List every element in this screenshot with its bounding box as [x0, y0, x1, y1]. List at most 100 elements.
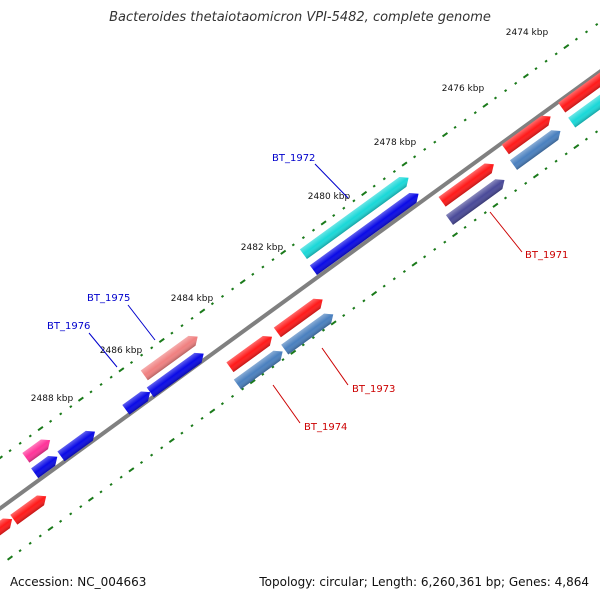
tick-dot	[492, 202, 499, 208]
gene-label: BT_1976	[47, 321, 90, 332]
leader-line	[127, 304, 156, 341]
leader-line	[272, 384, 301, 424]
tick-dot	[87, 496, 94, 502]
tick-dot	[382, 177, 386, 181]
tick-dot	[554, 52, 558, 56]
tick-dot	[199, 308, 206, 314]
tick-dot	[311, 336, 315, 340]
tick-dot	[332, 213, 336, 218]
gene-arrow	[233, 350, 283, 390]
tick-dot	[158, 337, 165, 343]
tick-dot	[180, 324, 184, 328]
tick-dot	[463, 225, 467, 229]
tick-dot	[594, 130, 599, 134]
tick-dot	[584, 30, 589, 34]
tick-dot	[532, 173, 539, 179]
tick-dot	[230, 394, 235, 398]
tick-dot	[423, 147, 427, 151]
gene-arrow	[10, 495, 47, 525]
tick-dot	[574, 37, 578, 41]
tick-dot	[239, 279, 246, 285]
tick-dot	[352, 199, 356, 203]
tick-dot	[59, 519, 63, 523]
tick-dot	[473, 218, 477, 222]
gene-arrow	[0, 518, 13, 542]
tick-dots-outer	[0, 22, 599, 461]
tick-dot	[128, 467, 135, 473]
genome-summary-text: Topology: circular; Length: 6,260,361 bp…	[259, 575, 589, 589]
label-leader-lines	[88, 163, 523, 424]
tick-dot	[371, 290, 378, 297]
gene-label: BT_1975	[87, 293, 130, 304]
tick-dot	[37, 426, 44, 432]
gene-arrow	[445, 179, 505, 225]
tick-dot	[47, 526, 54, 532]
tick-dot	[392, 277, 396, 281]
gene-labels: BT_1972 BT_1975 BT_1976 BT_1971 BT_1973 BT_19…	[47, 153, 568, 433]
tick-dot	[503, 196, 508, 200]
gene-arrow	[438, 163, 494, 207]
genome-backbone	[0, 69, 600, 511]
tick-dot	[89, 390, 93, 394]
kbp-tick-label: 2484 kbp	[171, 294, 214, 304]
leader-line	[88, 332, 118, 368]
gene-label: BT_1972	[272, 153, 315, 164]
tick-dot	[433, 247, 437, 251]
tick-dot	[0, 455, 4, 461]
tick-dot	[271, 365, 275, 369]
gene-arrow	[273, 298, 323, 338]
tick-dot	[210, 302, 214, 306]
gene-arrow	[226, 335, 273, 373]
tick-dot	[382, 284, 386, 288]
tick-dot	[209, 408, 216, 414]
tick-dot	[220, 294, 225, 298]
tick-dot	[483, 211, 487, 215]
gene-arrow	[510, 130, 561, 170]
kbp-tick-label: 2476 kbp	[442, 84, 485, 94]
tick-dot	[220, 402, 224, 406]
tick-dot	[504, 89, 508, 93]
tick-dot	[99, 382, 103, 387]
tick-dot	[411, 261, 418, 267]
tick-dot	[170, 331, 174, 335]
tick-dot	[595, 22, 599, 27]
gene-label: BT_1973	[352, 384, 395, 395]
tick-dot	[453, 125, 457, 129]
tick-dot	[77, 396, 84, 402]
accession-text: Accession: NC_004663	[10, 575, 147, 589]
tick-dot	[473, 111, 477, 115]
gene-arrow	[568, 86, 600, 128]
gene-arrow	[146, 352, 204, 398]
gene-arrow	[122, 391, 151, 415]
tick-dot	[150, 346, 154, 350]
gene-label: BT_1974	[304, 422, 347, 433]
tick-dot	[522, 73, 529, 79]
kbp-tick-label: 2482 kbp	[241, 243, 284, 253]
tick-dot	[251, 272, 255, 276]
tick-dot	[140, 353, 144, 357]
kbp-tick-label: 2488 kbp	[31, 394, 74, 404]
tick-dot	[109, 482, 113, 487]
tick-dot	[190, 316, 194, 320]
tick-dot	[109, 375, 113, 379]
tick-dot	[352, 306, 356, 310]
tick-dot	[69, 405, 73, 409]
tick-dot	[231, 287, 235, 291]
tick-dot	[514, 189, 518, 193]
gene-arrow	[22, 439, 51, 463]
tick-dot	[413, 155, 417, 159]
tick-dot	[482, 102, 489, 108]
tick-dot	[402, 269, 406, 274]
kbp-tick-labels: 2474 kbp 2476 kbp 2478 kbp 2480 kbp 2482 kbp…	[31, 28, 549, 404]
tick-dot	[18, 441, 22, 445]
tick-dot	[573, 144, 580, 150]
gene-arrow	[57, 430, 95, 462]
tick-dot	[281, 358, 285, 362]
tick-dot	[524, 181, 528, 185]
tick-dot	[564, 152, 568, 156]
tick-dot	[139, 460, 144, 465]
tick-dot	[280, 249, 287, 255]
gene-arrow	[309, 193, 419, 276]
tick-dot	[321, 328, 326, 332]
tick-dot	[362, 299, 366, 303]
